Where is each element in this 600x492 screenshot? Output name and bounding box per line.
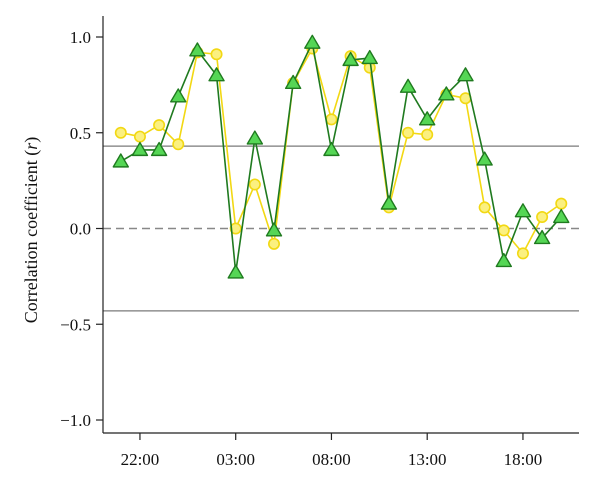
y-tick-label: −1.0 bbox=[60, 411, 91, 430]
x-tick-label: 03:00 bbox=[216, 450, 255, 469]
y-axis-title-variable: r bbox=[21, 142, 41, 150]
data-point-triangle bbox=[342, 51, 359, 67]
data-point-circle bbox=[325, 113, 338, 126]
y-tick-label: 0.0 bbox=[70, 220, 91, 239]
y-tick-label: −0.5 bbox=[60, 315, 91, 334]
data-point-triangle bbox=[170, 88, 187, 103]
data-point-triangle bbox=[189, 42, 206, 57]
y-axis-title-suffix: ) bbox=[21, 137, 42, 143]
data-point-circle bbox=[497, 224, 510, 237]
x-tick-label: 13:00 bbox=[408, 450, 447, 469]
ticks: 1.0 0.5 0.0 −0.5 −1.0 22:00 03:00 08:00 13:00 18:… bbox=[60, 28, 542, 469]
data-point-circle bbox=[133, 130, 146, 143]
data-point-circle bbox=[478, 201, 491, 214]
data-point-triangle bbox=[399, 78, 417, 93]
data-point-triangle bbox=[361, 49, 378, 65]
data-point-circle bbox=[114, 126, 127, 139]
data-point-triangle bbox=[495, 252, 512, 268]
data-point-triangle bbox=[246, 130, 264, 145]
data-point-triangle bbox=[112, 153, 130, 168]
x-tick-label: 08:00 bbox=[312, 450, 351, 469]
data-point-triangle bbox=[265, 222, 283, 237]
data-point-circle bbox=[516, 247, 529, 260]
data-point-triangle bbox=[131, 141, 149, 157]
data-point-triangle bbox=[533, 229, 551, 245]
data-point-triangle bbox=[380, 195, 398, 210]
data-point-triangle bbox=[476, 151, 493, 166]
data-point-circle bbox=[210, 48, 223, 61]
data-point-circle bbox=[248, 178, 261, 191]
x-tick-label: 18:00 bbox=[504, 450, 543, 469]
series-line-circle bbox=[120, 47, 562, 255]
data-point-circle bbox=[555, 197, 568, 210]
data-point-triangle bbox=[304, 34, 321, 49]
data-point-triangle bbox=[208, 67, 225, 82]
data-point-triangle bbox=[514, 203, 532, 218]
series-line-triangle bbox=[120, 41, 562, 274]
data-point-circle bbox=[402, 126, 415, 139]
data-point-circle bbox=[172, 138, 185, 151]
x-tick-label: 22:00 bbox=[121, 450, 160, 469]
y-axis-title: Correlation coefficient (r) bbox=[21, 137, 42, 324]
data-point-triangle bbox=[150, 141, 168, 157]
data-point-triangle bbox=[323, 141, 340, 157]
data-point-triangle bbox=[227, 264, 244, 279]
data-point-triangle bbox=[284, 74, 302, 90]
data-point-triangle bbox=[553, 208, 570, 224]
y-tick-label: 1.0 bbox=[70, 28, 91, 47]
y-tick-label: 0.5 bbox=[70, 124, 91, 143]
data-point-triangle bbox=[438, 86, 455, 101]
y-axis-title-prefix: Correlation coefficient ( bbox=[21, 150, 42, 324]
data-point-circle bbox=[229, 222, 242, 235]
data-point-circle bbox=[153, 119, 166, 132]
series-layer bbox=[112, 34, 570, 279]
data-point-circle bbox=[421, 128, 434, 141]
data-point-triangle bbox=[457, 67, 474, 82]
data-point-triangle bbox=[419, 111, 436, 126]
axes bbox=[102, 16, 579, 434]
series-circle bbox=[114, 42, 568, 260]
data-point-circle bbox=[267, 237, 280, 250]
series-triangle bbox=[112, 34, 570, 279]
data-point-circle bbox=[536, 211, 549, 224]
